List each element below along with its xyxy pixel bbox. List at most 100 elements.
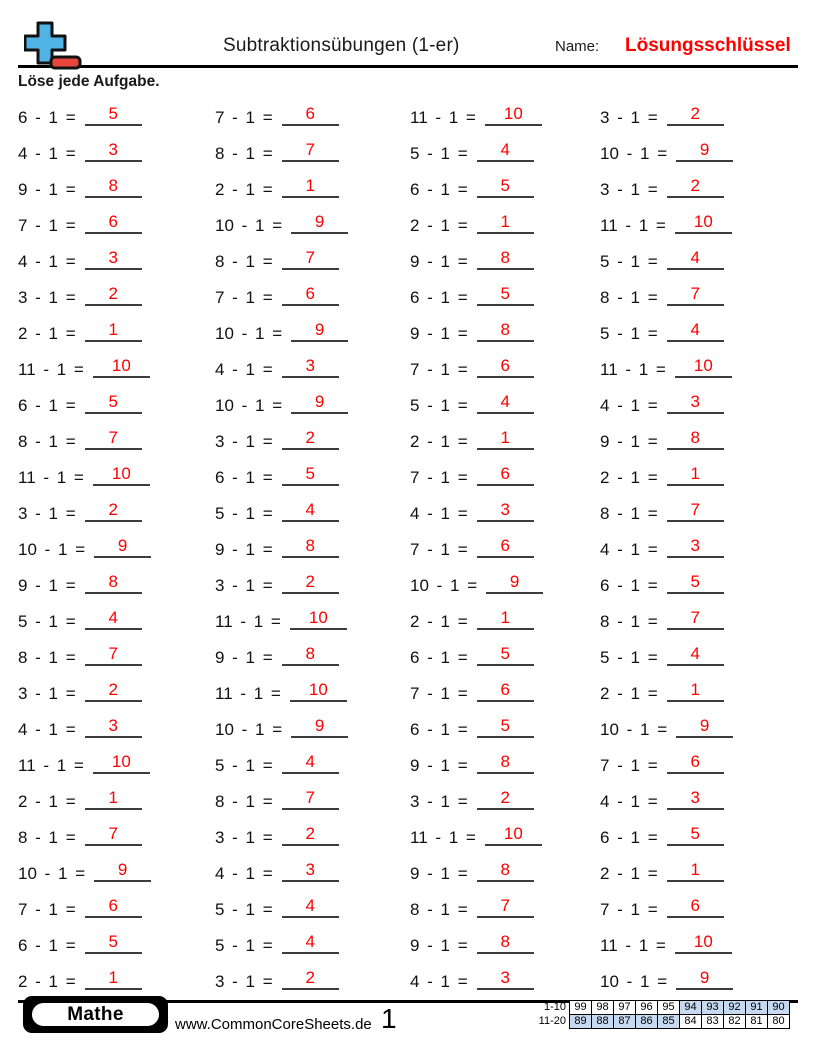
problem-expression: 11 - 1 = xyxy=(600,216,666,235)
problem-row: 2 - 1 = 1 xyxy=(600,671,798,707)
answer-value: 1 xyxy=(108,968,118,987)
problem-expression: 9 - 1 = xyxy=(600,432,658,451)
problem-expression: 11 - 1 = xyxy=(410,828,476,847)
problem-expression: 8 - 1 = xyxy=(18,648,76,667)
problem-expression: 4 - 1 = xyxy=(410,972,468,991)
problem-expression: 3 - 1 = xyxy=(600,180,658,199)
problem-row: 10 - 1 = 9 xyxy=(410,563,600,599)
answer-blank: 7 xyxy=(476,897,534,918)
problem-expression: 10 - 1 = xyxy=(600,720,668,739)
answer-value: 10 xyxy=(693,932,713,951)
score-cell: 86 xyxy=(635,1014,658,1029)
answer-blank: 9 xyxy=(486,573,544,594)
answer-value: 6 xyxy=(305,284,315,303)
problem-expression: 10 - 1 = xyxy=(600,972,668,991)
answer-blank: 1 xyxy=(476,609,534,630)
problem-row: 11 - 1 = 10 xyxy=(18,455,215,491)
answer-value: 1 xyxy=(108,320,118,339)
answer-blank: 1 xyxy=(84,968,142,990)
problem-row: 7 - 1 = 6 xyxy=(215,275,410,311)
answer-blank: 9 xyxy=(291,213,349,234)
answer-blank: 7 xyxy=(666,609,724,630)
problem-row: 10 - 1 = 9 xyxy=(600,707,798,743)
problem-expression: 9 - 1 = xyxy=(215,648,273,667)
answer-blank: 3 xyxy=(666,537,724,558)
answer-value: 3 xyxy=(500,500,510,519)
problem-expression: 5 - 1 = xyxy=(215,936,273,955)
answer-value: 3 xyxy=(500,968,510,987)
problem-row: 4 - 1 = 3 xyxy=(410,491,600,527)
answer-value: 8 xyxy=(108,176,118,195)
answer-blank: 8 xyxy=(84,176,142,198)
problem-expression: 4 - 1 = xyxy=(600,540,658,559)
answer-value: 8 xyxy=(500,320,510,339)
problem-expression: 11 - 1 = xyxy=(215,612,281,631)
problem-expression: 2 - 1 = xyxy=(18,324,76,343)
problem-row: 3 - 1 = 2 xyxy=(215,815,410,851)
problem-expression: 4 - 1 = xyxy=(18,720,76,739)
answer-value: 1 xyxy=(690,860,700,879)
answer-value: 10 xyxy=(111,752,131,771)
problems-grid: 6 - 1 = 5 7 - 1 = 6 11 - 1 = 10 3 - 1 = 2 4 - 1 … xyxy=(18,95,798,995)
answer-value: 5 xyxy=(690,824,700,843)
problem-row: 10 - 1 = 9 xyxy=(18,527,215,563)
problem-expression: 2 - 1 = xyxy=(410,612,468,631)
answer-value: 9 xyxy=(314,320,325,339)
answer-blank: 3 xyxy=(84,248,142,270)
score-cell: 92 xyxy=(723,1000,746,1015)
answer-blank: 5 xyxy=(476,717,534,738)
problem-row: 10 - 1 = 9 xyxy=(600,959,798,995)
answer-blank: 6 xyxy=(281,284,339,306)
problem-expression: 8 - 1 = xyxy=(18,432,76,451)
problem-row: 8 - 1 = 7 xyxy=(18,419,215,455)
answer-value: 3 xyxy=(108,248,118,267)
problem-expression: 8 - 1 = xyxy=(215,792,273,811)
page-number: 1 xyxy=(381,1003,397,1034)
score-cell: 98 xyxy=(591,1000,614,1015)
answer-value: 1 xyxy=(690,680,700,699)
problem-expression: 11 - 1 = xyxy=(18,360,84,379)
answer-value: 3 xyxy=(690,788,700,807)
answer-value: 2 xyxy=(305,572,315,591)
answer-blank: 5 xyxy=(666,824,724,846)
answer-blank: 8 xyxy=(666,429,724,450)
answer-value: 2 xyxy=(500,788,510,807)
problem-row: 10 - 1 = 9 xyxy=(215,311,410,347)
answer-blank: 8 xyxy=(476,861,534,882)
problem-expression: 7 - 1 = xyxy=(410,540,468,559)
answer-value: 9 xyxy=(314,392,325,411)
score-cell: 82 xyxy=(723,1014,746,1029)
answer-value: 3 xyxy=(690,392,700,411)
answer-blank: 4 xyxy=(84,609,142,630)
answer-value: 10 xyxy=(111,356,131,375)
worksheet-header: Subtraktionsübungen (1-er) Name: Lösungs… xyxy=(18,0,798,70)
score-cell: 96 xyxy=(635,1000,658,1015)
problem-row: 8 - 1 = 7 xyxy=(215,239,410,275)
score-cell: 89 xyxy=(569,1014,592,1029)
problem-row: 4 - 1 = 3 xyxy=(215,347,410,383)
problem-expression: 10 - 1 = xyxy=(410,576,478,595)
answer-blank: 4 xyxy=(281,753,339,774)
answer-value: 4 xyxy=(690,248,700,267)
answer-value: 2 xyxy=(108,284,118,303)
answer-blank: 8 xyxy=(281,645,339,666)
problem-row: 8 - 1 = 7 xyxy=(410,887,600,923)
problem-expression: 7 - 1 = xyxy=(410,684,468,703)
problem-row: 5 - 1 = 4 xyxy=(410,383,600,419)
answer-value: 7 xyxy=(690,284,700,303)
answer-value: 8 xyxy=(500,932,510,951)
answer-value: 3 xyxy=(108,140,118,159)
problem-expression: 3 - 1 = xyxy=(215,828,273,847)
answer-blank: 7 xyxy=(281,789,339,810)
problem-expression: 2 - 1 = xyxy=(600,468,658,487)
problem-row: 10 - 1 = 9 xyxy=(18,851,215,887)
answer-blank: 5 xyxy=(476,645,534,666)
problem-expression: 8 - 1 = xyxy=(410,900,468,919)
problem-row: 4 - 1 = 3 xyxy=(18,239,215,275)
problem-row: 7 - 1 = 6 xyxy=(410,455,600,491)
answer-value: 9 xyxy=(699,716,710,735)
answer-blank: 2 xyxy=(84,681,142,702)
answer-blank: 8 xyxy=(281,537,339,558)
problem-expression: 11 - 1 = xyxy=(410,108,476,127)
answer-blank: 9 xyxy=(94,537,152,558)
